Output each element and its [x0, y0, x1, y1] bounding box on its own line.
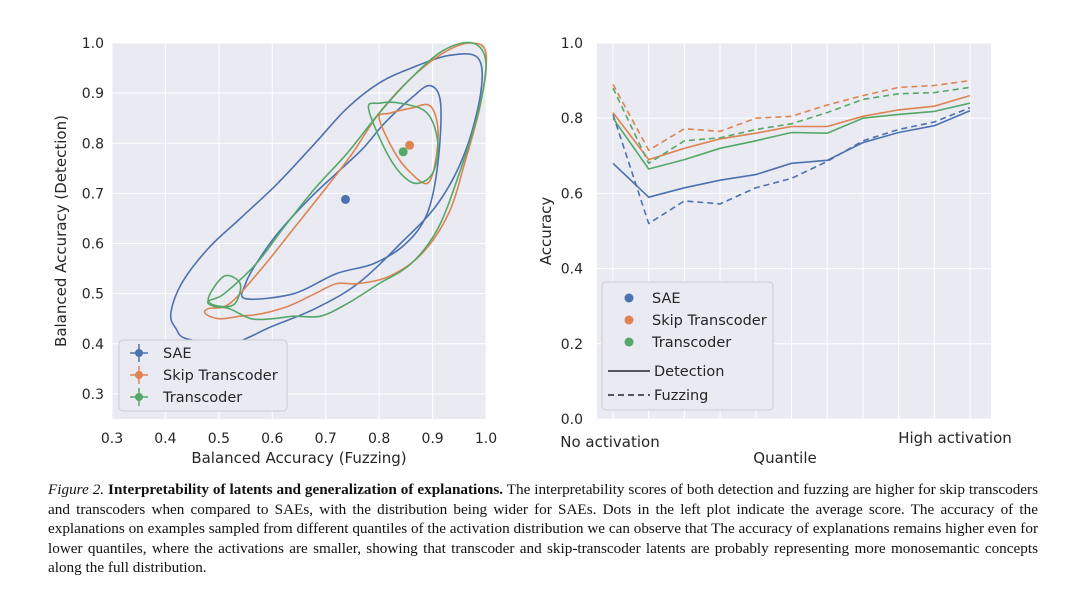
- caption-figure-label: Figure 2.: [48, 481, 105, 498]
- kde-contours: [169, 41, 488, 346]
- kde-x-tick-label: 0.8: [368, 431, 390, 447]
- legend-dot-transcoder: [624, 337, 634, 347]
- kde-legend: SAE Skip Transcoder Transcoder: [118, 339, 288, 412]
- legend-label-detection: Detection: [654, 364, 724, 380]
- line-skip-transcoder-fuzzing: [612, 79, 971, 151]
- quantile-x-axis-label: Quantile: [753, 449, 816, 467]
- kde-y-tick-label: 0.3: [82, 387, 104, 403]
- kde-y-tick-label: 0.7: [82, 186, 104, 202]
- mean-dot-transcoder: [398, 147, 408, 157]
- line-transcoder-fuzzing: [612, 86, 971, 165]
- kde-y-tick-label: 0.6: [82, 237, 104, 253]
- caption-title: Interpretability of latents and generali…: [108, 481, 504, 498]
- quantile-lines: [612, 79, 971, 225]
- quantile-y-tick-label: 0.0: [561, 412, 583, 428]
- figure-canvas: 0.3 0.4 0.5 0.6 0.7 0.8 0.9 1.0 0.3 0.4 0.5 0.6 0.7 0…: [52, 36, 1012, 467]
- kde-contour-transcoder: [207, 274, 242, 308]
- kde-y-tick-label: 0.4: [82, 337, 104, 353]
- x-label-high-activation: High activation: [898, 429, 1012, 447]
- line-transcoder-detection: [612, 102, 971, 170]
- kde-contour-skip-transcoder: [203, 42, 488, 320]
- legend-marker-sae: [130, 344, 148, 362]
- quantile-y-tick-label: 0.6: [561, 186, 583, 202]
- kde-panel: 0.3 0.4 0.5 0.6 0.7 0.8 0.9 1.0 0.3 0.4 0.5 0.6 0.7 0…: [52, 36, 497, 467]
- legend-dot-skip-transcoder: [624, 315, 634, 325]
- kde-x-axis-label: Balanced Accuracy (Fuzzing): [191, 449, 406, 467]
- kde-y-axis-label: Balanced Accuracy (Detection): [52, 115, 70, 347]
- line-skip-transcoder-detection: [612, 94, 971, 161]
- legend-marker-transcoder: [130, 388, 148, 406]
- line-sae-fuzzing: [612, 106, 971, 225]
- quantile-y-tick-label: 1.0: [561, 36, 583, 52]
- quantile-legend-box: [601, 281, 774, 411]
- quantile-y-tick-label: 0.4: [561, 262, 583, 278]
- kde-contour-transcoder: [206, 41, 487, 321]
- quantile-y-tick-label: 0.2: [561, 337, 583, 353]
- legend-marker-skip-transcoder: [130, 366, 148, 384]
- kde-x-tick-label: 1.0: [475, 431, 497, 447]
- line-sae-detection: [612, 109, 971, 198]
- quantile-panel: 0.0 0.2 0.4 0.6 0.8 1.0 No activation High ac…: [537, 36, 1012, 467]
- legend-label-transcoder: Transcoder: [162, 390, 242, 406]
- legend-label-sae: SAE: [163, 346, 192, 362]
- quantile-y-tick-label: 0.8: [561, 111, 583, 127]
- kde-x-tick-label: 0.5: [208, 431, 230, 447]
- mean-dot-sae: [340, 194, 350, 204]
- kde-contour-sae: [169, 53, 484, 346]
- legend-label-sae: SAE: [652, 291, 681, 307]
- quantile-y-axis-label: Accuracy: [537, 197, 555, 266]
- quantile-tick-labels: 0.0 0.2 0.4 0.6 0.8 1.0: [561, 36, 583, 428]
- legend-dot-sae: [624, 293, 634, 303]
- kde-mean-dots: [340, 140, 415, 204]
- kde-x-tick-label: 0.9: [421, 431, 443, 447]
- kde-y-tick-label: 0.8: [82, 136, 104, 152]
- legend-label-fuzzing: Fuzzing: [654, 388, 708, 404]
- kde-y-tick-label: 0.5: [82, 287, 104, 303]
- kde-x-tick-label: 0.7: [315, 431, 337, 447]
- legend-label-transcoder: Transcoder: [651, 335, 731, 351]
- x-label-no-activation: No activation: [560, 433, 659, 451]
- kde-contour-sae: [240, 84, 442, 301]
- kde-legend-box: [118, 339, 288, 412]
- kde-x-tick-label: 0.4: [154, 431, 176, 447]
- kde-tick-labels: 0.3 0.4 0.5 0.6 0.7 0.8 0.9 1.0 0.3 0.4 0.5 0.6 0.7 0…: [82, 36, 497, 447]
- legend-label-skip-transcoder: Skip Transcoder: [652, 313, 767, 329]
- kde-x-tick-label: 0.3: [101, 431, 123, 447]
- kde-contour-transcoder: [367, 101, 439, 185]
- legend-label-skip-transcoder: Skip Transcoder: [163, 368, 278, 384]
- kde-x-tick-label: 0.6: [261, 431, 283, 447]
- kde-y-tick-label: 0.9: [82, 86, 104, 102]
- mean-dot-skip-transcoder: [405, 140, 415, 150]
- kde-y-tick-label: 1.0: [82, 36, 104, 52]
- caption-body: The interpretability scores of both dete…: [48, 481, 1039, 577]
- figure-caption: Figure 2. Interpretability of latents an…: [48, 480, 1038, 578]
- quantile-legend: SAE Skip Transcoder Transcoder Detection…: [601, 281, 774, 411]
